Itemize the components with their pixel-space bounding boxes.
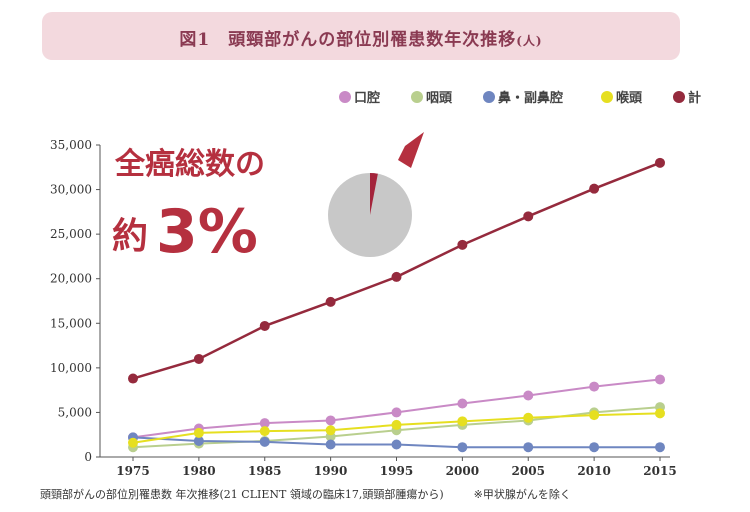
source-note: 頭頸部がんの部位別罹患数 年次推移(21 CLIENT 領域の臨床17,頭頸部腫… [40, 486, 571, 502]
y-ticks: 0 5,000 10,000 15,000 20,000 25,000 30,000 35,0… [50, 138, 100, 464]
data-point-total [523, 211, 534, 222]
data-point-nasal [523, 442, 534, 453]
data-point-total [259, 320, 270, 331]
data-point-nasal [457, 442, 468, 453]
x-tick-label: 2000 [446, 464, 479, 478]
legend-label-larynx: 喉頭 [616, 90, 643, 106]
x-tick-label: 2005 [512, 464, 545, 478]
legend-marker-nasal [483, 91, 495, 103]
chart-title: 図1 頭頸部がんの部位別罹患数年次推移(人) [42, 25, 680, 50]
x-tick-label: 2015 [643, 464, 676, 478]
y-tick-label: 20,000 [50, 272, 92, 286]
axes [99, 145, 670, 458]
chart-title-main: 図1 頭頸部がんの部位別罹患数年次推移 [179, 30, 517, 50]
pie-wedge [370, 173, 378, 215]
data-point-nasal [259, 436, 270, 447]
x-tick-label: 1975 [116, 464, 149, 478]
legend-label-nasal: 鼻・副鼻腔 [498, 90, 563, 106]
data-point-larynx [523, 412, 534, 423]
data-point-total [589, 183, 600, 194]
x-tick-label: 1985 [248, 464, 281, 478]
data-point-larynx [193, 427, 204, 438]
y-tick-label: 15,000 [50, 316, 92, 330]
data-point-larynx [655, 408, 665, 419]
y-tick-label: 5,000 [58, 405, 92, 419]
data-point-total [193, 353, 204, 364]
source-text: 頭頸部がんの部位別罹患数 年次推移(21 CLIENT 領域の臨床17,頭頸部腫… [40, 488, 444, 501]
legend-marker-total [673, 91, 685, 103]
data-point-larynx [325, 425, 336, 436]
data-point-total [457, 239, 468, 250]
accent-burst [398, 132, 424, 168]
x-ticks: 1975 1980 1985 1990 1995 2000 2005 2010 2015 [116, 457, 677, 478]
data-point-nasal [655, 442, 665, 453]
legend-label-total: 計 [688, 90, 701, 106]
data-point-larynx [391, 419, 402, 430]
title-band: 図1 頭頸部がんの部位別罹患数年次推移(人) [42, 12, 680, 60]
data-point-oral [523, 390, 534, 401]
callout-line2-prefix: 約 [112, 216, 148, 257]
data-point-total [325, 296, 336, 307]
y-tick-label: 25,000 [50, 227, 92, 241]
x-tick-label: 1995 [380, 464, 413, 478]
data-point-oral [391, 407, 402, 418]
data-point-oral [259, 418, 270, 429]
data-point-nasal [589, 442, 600, 453]
data-point-nasal [325, 439, 336, 450]
legend-label-oral: 口腔 [354, 90, 380, 106]
data-point-oral [589, 381, 600, 392]
callout-line1: 全癌総数の [114, 147, 265, 182]
data-point-larynx [589, 410, 600, 421]
x-tick-label: 1990 [314, 464, 347, 478]
data-point-oral [325, 415, 336, 426]
callout: 全癌総数の 約 3% [112, 132, 424, 267]
data-point-total [655, 157, 665, 168]
y-tick-label: 0 [84, 450, 92, 464]
data-point-larynx [259, 426, 270, 437]
chart-title-unit: (人) [516, 34, 543, 48]
legend-marker-pharynx [411, 91, 423, 103]
data-point-total [128, 373, 138, 384]
data-point-larynx [457, 416, 468, 427]
legend-marker-larynx [601, 91, 613, 103]
legend-marker-oral [339, 91, 351, 103]
callout-line2-value: 3% [156, 197, 258, 267]
data-point-nasal [391, 439, 402, 450]
y-tick-label: 30,000 [50, 183, 92, 197]
y-tick-label: 35,000 [50, 138, 92, 152]
legend: 口腔 咽頭 鼻・副鼻腔 喉頭 計 [339, 90, 701, 106]
x-tick-label: 1980 [182, 464, 215, 478]
data-point-total [391, 271, 402, 282]
data-point-oral [655, 374, 665, 385]
y-tick-label: 10,000 [50, 361, 92, 375]
data-point-oral [457, 398, 468, 409]
data-point-nasal [193, 435, 204, 446]
series-group [128, 157, 665, 453]
legend-label-pharynx: 咽頭 [426, 91, 453, 106]
data-point-larynx [128, 437, 138, 448]
x-tick-label: 2010 [577, 464, 610, 478]
exclusion-note: ※甲状腺がんを除く [473, 488, 571, 501]
